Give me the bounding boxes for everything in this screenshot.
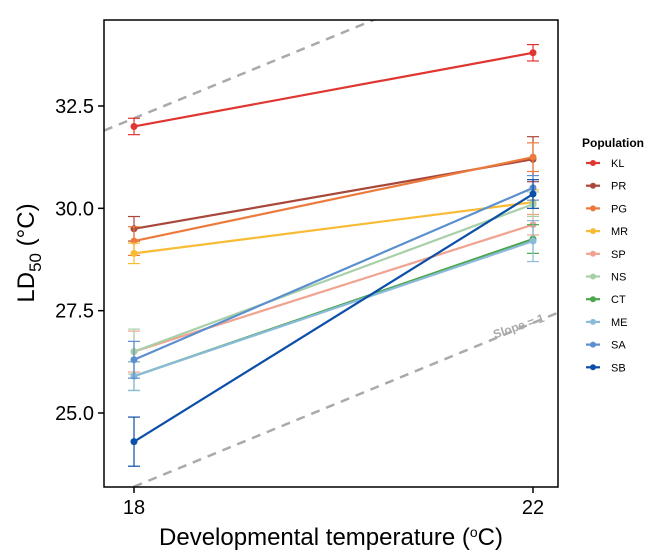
plot-frame <box>103 19 559 488</box>
point-me-22 <box>529 237 537 245</box>
legend-item-ct: CT <box>586 294 626 306</box>
y-axis: 25.0 27.5 30.0 32.5 <box>55 96 104 425</box>
point-pg-22 <box>529 153 537 161</box>
x-tick-label-18: 18 <box>123 497 145 519</box>
legend-marker-pg <box>590 205 596 212</box>
legend-item-kl: KL <box>586 158 624 170</box>
series-line-sa <box>133 186 534 361</box>
legend-item-sb: SB <box>586 362 626 374</box>
legend-marker-ct <box>590 296 596 303</box>
subscript-50: 50 <box>26 253 45 272</box>
x-axis: 18 22 <box>123 487 544 519</box>
legend-marker-kl <box>590 160 596 166</box>
legend-label-kl: KL <box>611 158 624 170</box>
series-sb <box>128 179 539 467</box>
point-sb-18 <box>130 438 138 446</box>
series-kl <box>128 43 539 136</box>
legend-item-me: ME <box>586 317 628 329</box>
legend-label-me: ME <box>611 317 628 329</box>
legend-item-mr: MR <box>586 226 628 238</box>
point-sa-18 <box>130 356 138 364</box>
legend-label-pg: PG <box>611 203 627 215</box>
y-tick-label-32.5: 32.5 <box>55 96 94 118</box>
legend-label-ns: NS <box>611 272 626 284</box>
y-tick-label-27.5: 27.5 <box>55 301 94 323</box>
reference-line-2 <box>129 311 558 487</box>
point-mr-18 <box>130 249 138 257</box>
legend-marker-me <box>590 318 596 325</box>
y-axis-title: LD50 (°C) <box>13 203 45 302</box>
series-line-kl <box>133 51 534 128</box>
legend-marker-mr <box>590 228 596 235</box>
legend-item-pg: PG <box>586 203 627 215</box>
legend-label-sb: SB <box>611 362 626 374</box>
point-kl-22 <box>529 49 537 57</box>
legend-label-sp: SP <box>611 249 626 261</box>
y-tick-label-25.0: 25.0 <box>55 403 94 425</box>
reference-line-1 <box>104 20 377 132</box>
x-axis-title: Developmental temperature (oC) <box>159 524 503 551</box>
legend-item-pr: PR <box>586 181 626 193</box>
plot-background <box>104 20 558 487</box>
legend-item-sp: SP <box>586 249 626 261</box>
legend-label-mr: MR <box>611 226 628 238</box>
series-line-me <box>133 240 534 378</box>
series-line-pg <box>133 156 534 243</box>
legend-marker-sa <box>590 341 596 348</box>
legend-marker-sb <box>590 364 596 371</box>
x-tick-label-22: 22 <box>522 497 544 519</box>
series-layer <box>128 43 539 467</box>
legend-item-ns: NS <box>586 272 626 284</box>
series-line-sb <box>133 193 534 443</box>
legend-marker-ns <box>590 273 596 280</box>
series-line-ns <box>133 203 534 353</box>
legend-item-sa: SA <box>586 340 626 352</box>
legend-marker-pr <box>590 182 596 189</box>
legend-label-sa: SA <box>611 340 626 352</box>
point-kl-18 <box>130 122 138 130</box>
y-tick-label-30.0: 30.0 <box>55 198 94 220</box>
legend: Population KL PR PG MR SP NS CT ME SA SB <box>582 136 644 374</box>
series-line-mr <box>133 201 534 255</box>
legend-marker-sp <box>590 250 596 257</box>
reference-lines <box>104 20 558 487</box>
point-sb-22 <box>529 190 537 198</box>
legend-label-pr: PR <box>611 181 626 193</box>
legend-title: Population <box>582 136 644 150</box>
legend-label-ct: CT <box>611 294 626 306</box>
degree-superscript: o <box>470 524 478 540</box>
